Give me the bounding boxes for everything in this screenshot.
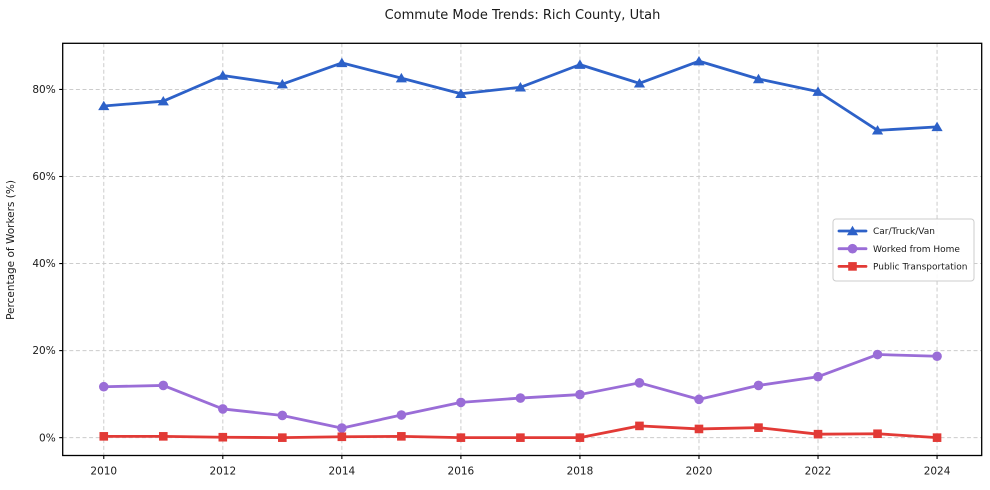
marker-car-truck-van-2020: [693, 55, 705, 66]
marker-public-transportation-2015: [397, 432, 406, 441]
series-markers-car-truck-van: [98, 55, 943, 135]
marker-worked-from-home-2016: [456, 397, 466, 408]
marker-worked-from-home-2022: [813, 371, 823, 382]
marker-car-truck-van-2017: [514, 82, 527, 92]
marker-public-transportation-2019: [635, 421, 644, 431]
marker-car-truck-van-2014: [336, 57, 348, 68]
marker-car-truck-van-2022: [812, 86, 824, 96]
y-tick-label-40: 40%: [32, 258, 55, 270]
marker-public-transportation-2021: [754, 423, 763, 432]
marker-car-truck-van-2016: [455, 88, 467, 98]
marker-worked-from-home-2023: [872, 349, 883, 360]
marker-car-truck-van-2024: [931, 121, 943, 132]
marker-car-truck-van-2018: [574, 59, 586, 69]
series-line-car-truck-van: [102, 59, 939, 132]
marker-worked-from-home-2024: [932, 351, 942, 362]
marker-car-truck-van-2023: [871, 125, 884, 135]
marker-worked-from-home-2019: [634, 378, 645, 388]
marker-worked-from-home-2020: [694, 394, 704, 405]
x-tick-label-2018: 2018: [567, 466, 594, 478]
marker-public-transportation-2014: [337, 432, 347, 442]
marker-car-truck-van-2015: [395, 72, 407, 83]
legend-item-car-truck-van: Car/Truck/Van: [837, 225, 935, 237]
legend-label-public-transportation: Public Transportation: [873, 263, 967, 273]
marker-public-transportation-2012: [218, 432, 228, 442]
y-tick-label-60: 60%: [32, 171, 55, 183]
marker-worked-from-home-2011: [158, 380, 169, 391]
marker-public-transportation-2016: [456, 433, 466, 442]
x-tick-label-2014: 2014: [328, 466, 355, 478]
chart-title: Commute Mode Trends: Rich County, Utah: [384, 8, 661, 23]
x-tick-label-2024: 2024: [924, 466, 951, 478]
series-public-transportation: [99, 421, 942, 442]
x-tick-label-2022: 2022: [805, 466, 832, 478]
marker-worked-from-home-2010: [98, 381, 109, 392]
marker-car-truck-van-2013: [276, 79, 288, 89]
marker-public-transportation-2010: [99, 432, 109, 441]
legend-box: [832, 218, 975, 282]
marker-worked-from-home-2013: [277, 410, 288, 421]
legend-item-public-transportation: Public Transportation: [837, 262, 967, 273]
y-axis-label: Percentage of Workers (%): [5, 180, 17, 320]
x-tick-label-2012: 2012: [209, 466, 236, 478]
marker-public-transportation-2013: [278, 433, 287, 442]
marker-worked-from-home-2021: [753, 380, 764, 391]
series-car-truck-van: [98, 55, 943, 135]
series-line-worked-from-home: [102, 353, 939, 430]
plot-frame: [62, 42, 983, 457]
legend-marker-public-transportation: [848, 262, 857, 271]
marker-worked-from-home-2018: [575, 389, 585, 400]
marker-public-transportation-2018: [575, 433, 585, 442]
legend-marker-worked-from-home: [847, 243, 858, 254]
series-worked-from-home: [98, 349, 942, 433]
marker-worked-from-home-2017: [515, 393, 526, 403]
marker-public-transportation-2023: [873, 429, 882, 439]
marker-car-truck-van-2012: [217, 70, 229, 80]
legend-item-worked-from-home: Worked from Home: [837, 243, 960, 255]
legend: Car/Truck/Van Worked from Home Public Tran…: [832, 218, 975, 282]
x-tick-label-2016: 2016: [448, 466, 475, 478]
x-tick-label-2020: 2020: [686, 466, 713, 478]
marker-public-transportation-2017: [516, 433, 525, 442]
marker-car-truck-van-2021: [752, 73, 765, 84]
marker-worked-from-home-2014: [337, 423, 347, 433]
marker-public-transportation-2024: [932, 433, 942, 442]
marker-car-truck-van-2019: [633, 78, 646, 88]
legend-label-worked-from-home: Worked from Home: [873, 245, 960, 255]
legend-marker-car-truck-van: [846, 225, 859, 236]
marker-worked-from-home-2015: [396, 410, 407, 420]
marker-car-truck-van-2010: [98, 100, 110, 111]
y-tick-label-80: 80%: [32, 84, 55, 96]
x-tick-label-2010: 2010: [90, 466, 117, 478]
series-markers-public-transportation: [99, 421, 942, 442]
y-tick-label-20: 20%: [32, 345, 55, 357]
marker-public-transportation-2022: [813, 429, 823, 439]
legend-label-car-truck-van: Car/Truck/Van: [873, 227, 935, 237]
series-markers-worked-from-home: [98, 349, 942, 433]
marker-worked-from-home-2012: [218, 404, 228, 414]
y-tick-label-0: 0%: [39, 432, 56, 444]
marker-car-truck-van-2011: [157, 95, 169, 106]
marker-public-transportation-2020: [694, 424, 704, 434]
marker-public-transportation-2011: [158, 432, 168, 441]
